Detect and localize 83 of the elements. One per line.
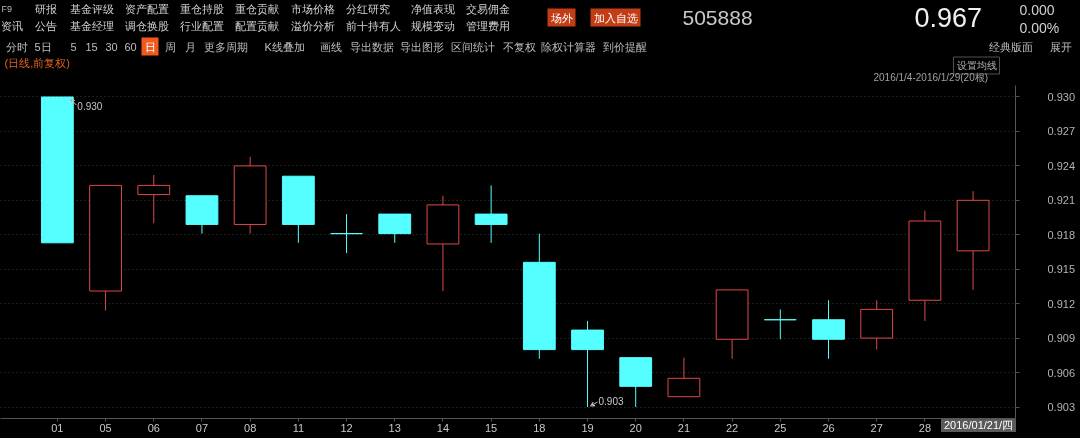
x-tick-label: 12 xyxy=(340,421,353,434)
text: 交易佣金 xyxy=(465,2,510,15)
text: 基金经理 xyxy=(69,19,114,32)
text: 基金评级 xyxy=(69,2,114,15)
x-tick-label: 08 xyxy=(244,421,257,434)
y-tick-label: 0.921 xyxy=(1047,194,1076,207)
text: 5日 xyxy=(34,40,52,53)
x-tick-label: 27 xyxy=(870,421,883,434)
x-tick-label: 14 xyxy=(436,421,450,434)
text: 505888 xyxy=(682,5,753,29)
text: 研报 xyxy=(34,2,57,15)
text: 公告 xyxy=(34,19,57,32)
x-tick-label: 26 xyxy=(822,421,835,434)
y-tick-label: 0.930 xyxy=(1047,90,1076,103)
text: 市场价格 xyxy=(290,2,335,15)
text: 经典版面 xyxy=(988,40,1033,53)
text: 行业配置 xyxy=(179,19,224,32)
text: 导出数据 xyxy=(349,40,394,53)
text: 分红研究 xyxy=(345,2,390,15)
text: 月 xyxy=(184,40,196,53)
text: K线叠加 xyxy=(264,40,305,53)
text: 不复权 xyxy=(502,40,536,53)
y-tick-label: 0.927 xyxy=(1047,125,1076,138)
y-tick-label: 0.918 xyxy=(1047,228,1076,241)
text: 2016/1/4-2016/1/29(20根) xyxy=(873,72,989,83)
text: 60 xyxy=(124,40,137,53)
text: 区间统计 xyxy=(450,40,495,53)
x-tick-label: 07 xyxy=(195,421,209,434)
text: 展开 xyxy=(1049,40,1072,53)
text: 导出图形 xyxy=(399,40,444,53)
text: F9 xyxy=(1,3,13,14)
text: 重仓持股 xyxy=(179,2,224,15)
x-tick-label: 20 xyxy=(629,421,642,434)
y-tick-label: 0.903 xyxy=(1047,401,1076,414)
x-tick-label: 05 xyxy=(99,421,112,434)
x-tick-label: 22 xyxy=(725,421,739,434)
text: 周 xyxy=(164,40,176,53)
candlestick xyxy=(330,213,363,254)
x-tick-label: 13 xyxy=(388,421,401,434)
text: 日 xyxy=(144,40,156,53)
x-tick-label: 25 xyxy=(774,421,787,434)
x-tick-label: 18 xyxy=(533,421,546,434)
text: 资产配置 xyxy=(124,2,169,15)
text: 更多周期 xyxy=(203,40,248,53)
text: 加入自选 xyxy=(593,11,638,24)
text: 0.967 xyxy=(914,3,983,33)
text: 调仓换股 xyxy=(124,19,169,32)
text: 场外 xyxy=(549,11,573,24)
y-tick-label: 0.906 xyxy=(1047,366,1076,379)
text: 净值表现 xyxy=(410,2,455,15)
x-tick-label: 06 xyxy=(147,421,160,434)
text: 规模变动 xyxy=(410,19,455,32)
x-tick-label: 19 xyxy=(581,421,594,434)
chart-subtitle: (日线,前复权) xyxy=(4,56,70,69)
text: 画线 xyxy=(319,40,342,53)
text: 到价提醒 xyxy=(602,40,647,53)
x-tick-label: 11 xyxy=(292,421,305,434)
text: 30 xyxy=(105,40,118,53)
x-tick-label: 15 xyxy=(485,421,498,434)
text: 0.000 xyxy=(1019,1,1055,18)
x-tick-label: 28 xyxy=(918,421,932,434)
text: 配置贡献 xyxy=(234,19,279,33)
text: 溢价分析 xyxy=(290,19,335,32)
text: 重仓贡献 xyxy=(234,2,279,16)
y-tick-label: 0.909 xyxy=(1047,332,1076,345)
annotation: 0.903 xyxy=(598,396,624,408)
text: 资讯 xyxy=(0,19,23,32)
text: 15 xyxy=(85,40,98,53)
text: 除权计算器 xyxy=(540,40,596,53)
text: 2016/01/21/四 xyxy=(941,419,1017,432)
text: 分时 xyxy=(5,40,28,53)
x-tick-label: 21 xyxy=(677,421,691,434)
text: 设置均线 xyxy=(956,60,997,71)
text: 管理费用 xyxy=(465,19,510,32)
y-tick-label: 0.915 xyxy=(1047,263,1076,276)
text: 5 xyxy=(70,40,77,53)
x-tick-label: 01 xyxy=(51,421,64,434)
y-tick-label: 0.912 xyxy=(1047,297,1076,310)
text: 前十持有人 xyxy=(345,19,401,32)
y-tick-label: 0.924 xyxy=(1047,159,1076,172)
annotation: 0.930 xyxy=(77,100,103,112)
candlestick xyxy=(763,308,797,340)
text: 0.00% xyxy=(1019,19,1060,36)
